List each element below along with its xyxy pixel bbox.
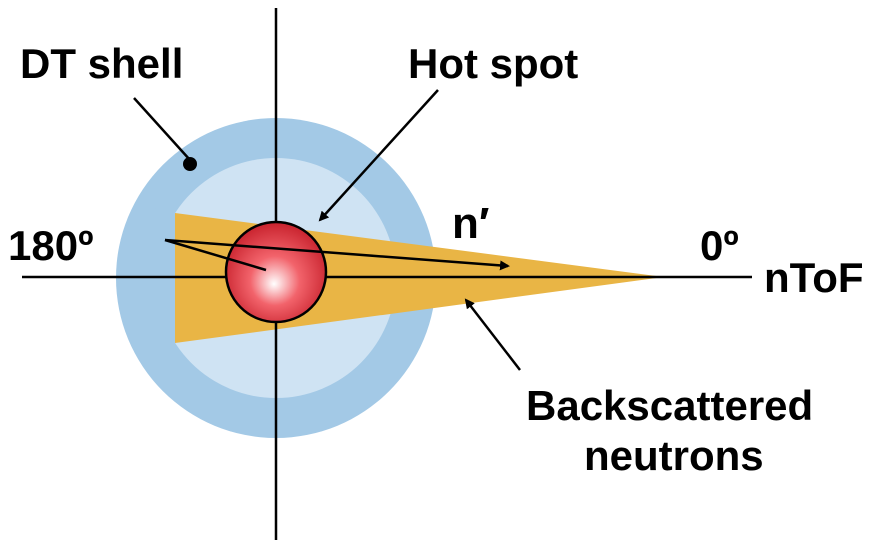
hot-spot-leader [318,89,439,222]
neutron-path-out [164,238,510,271]
dt-shell-label: DT shell [20,40,183,87]
dt-shell-leader-dot [183,157,197,171]
backscattered-label-line2: neutrons [584,432,764,479]
angle-180-label: 180º [8,222,93,269]
hot-spot-label: Hot spot [408,40,578,87]
hot-spot [224,220,328,324]
n-prime-label: n′ [452,199,489,248]
dt-shell-leader [133,97,191,161]
backscatter-leader [464,298,521,371]
neutron-path-in [164,238,267,272]
backscattered-label-line1: Backscattered [526,382,813,429]
angle-0-label: 0º [700,222,739,269]
ntof-label: nToF [764,254,864,301]
